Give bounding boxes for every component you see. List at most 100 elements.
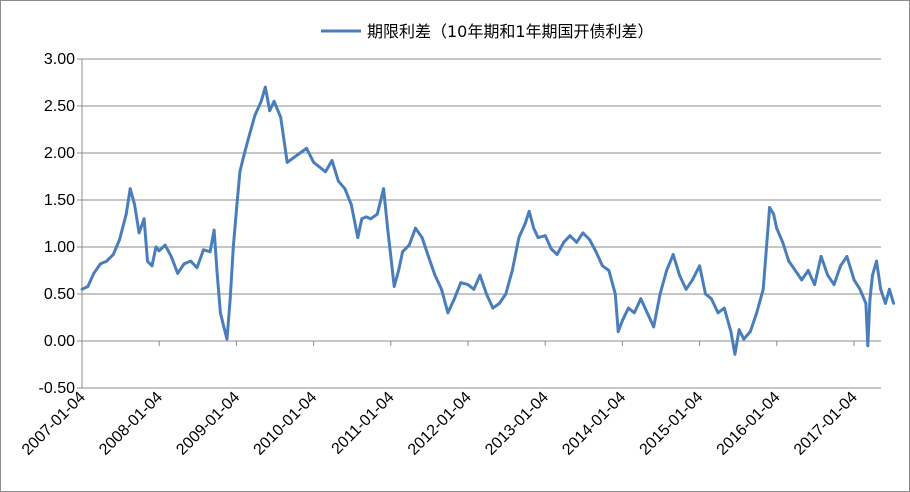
data-point-102 xyxy=(645,311,649,315)
data-point-103 xyxy=(652,325,656,329)
data-point-77 xyxy=(498,302,501,305)
data-point-140 xyxy=(868,297,872,301)
data-point-91 xyxy=(581,231,585,235)
data-point-12 xyxy=(146,259,149,263)
y-tick-label-0: 3.00 xyxy=(44,51,75,68)
series-line xyxy=(81,85,896,356)
data-point-118 xyxy=(742,337,746,341)
data-point-119 xyxy=(748,330,752,333)
data-point-34 xyxy=(246,137,250,141)
y-tick-label-7: -0.50 xyxy=(39,380,76,397)
data-point-21 xyxy=(195,266,199,270)
data-point-92 xyxy=(588,238,591,241)
data-point-39 xyxy=(272,99,276,103)
x-tick-label-3: 2010-01-04 xyxy=(251,389,321,459)
data-point-130 xyxy=(813,283,816,286)
data-point-131 xyxy=(819,255,823,258)
data-point-101 xyxy=(639,297,643,301)
data-point-18 xyxy=(176,271,180,275)
data-point-74 xyxy=(478,273,482,277)
data-point-15 xyxy=(157,249,161,253)
data-point-86 xyxy=(549,247,553,251)
data-point-89 xyxy=(568,234,572,238)
data-point-64 xyxy=(414,226,417,230)
data-point-73 xyxy=(472,287,476,291)
data-point-56 xyxy=(375,212,379,216)
data-point-59 xyxy=(389,255,393,258)
data-point-52 xyxy=(356,236,360,240)
data-point-53 xyxy=(360,217,364,221)
data-point-6 xyxy=(118,238,121,241)
data-point-137 xyxy=(858,287,862,291)
data-point-7 xyxy=(124,212,128,216)
data-point-36 xyxy=(259,99,263,103)
y-tick-label-4: 1.00 xyxy=(44,239,75,256)
data-point-54 xyxy=(364,215,368,219)
x-tick-label-4: 2011-01-04 xyxy=(329,389,398,458)
data-point-51 xyxy=(349,203,353,207)
data-point-143 xyxy=(879,287,883,291)
x-tick-label-2: 2009-01-04 xyxy=(173,389,243,459)
data-point-136 xyxy=(852,278,856,282)
data-point-63 xyxy=(407,243,411,247)
data-point-58 xyxy=(386,226,389,230)
data-point-14 xyxy=(154,245,158,249)
data-point-88 xyxy=(562,240,566,244)
data-point-61 xyxy=(397,269,400,272)
data-point-17 xyxy=(169,255,173,258)
data-point-65 xyxy=(420,236,424,240)
legend: 期限利差（10年期和1年期国开债利差） xyxy=(321,22,654,41)
x-tick-label-7: 2014-01-04 xyxy=(559,389,629,459)
data-point-123 xyxy=(772,212,775,216)
data-point-10 xyxy=(137,231,141,235)
data-point-110 xyxy=(698,264,701,268)
data-point-93 xyxy=(594,250,598,254)
data-point-38 xyxy=(268,109,272,113)
data-point-80 xyxy=(517,236,521,240)
data-point-125 xyxy=(781,240,785,244)
data-point-84 xyxy=(536,236,540,240)
y-tick-label-3: 1.50 xyxy=(44,192,75,209)
data-point-134 xyxy=(839,264,842,268)
data-point-3 xyxy=(99,262,102,266)
data-point-31 xyxy=(235,208,238,211)
data-point-99 xyxy=(627,306,630,310)
data-point-115 xyxy=(729,330,733,333)
data-point-128 xyxy=(800,278,804,282)
data-point-20 xyxy=(189,259,193,263)
data-point-33 xyxy=(241,156,245,160)
y-tick-label-5: 0.50 xyxy=(44,286,75,303)
data-point-9 xyxy=(133,203,137,207)
data-point-78 xyxy=(504,292,508,296)
data-point-42 xyxy=(292,156,295,160)
data-point-60 xyxy=(392,285,396,288)
data-point-105 xyxy=(665,269,668,272)
gridlines xyxy=(82,58,881,389)
data-point-50 xyxy=(343,187,347,191)
data-point-113 xyxy=(716,311,720,315)
data-point-66 xyxy=(427,255,430,258)
data-point-8 xyxy=(128,187,132,191)
data-point-81 xyxy=(523,222,527,225)
data-point-90 xyxy=(575,240,578,244)
data-point-120 xyxy=(755,311,759,315)
data-point-79 xyxy=(510,269,514,272)
data-point-69 xyxy=(446,311,450,315)
data-point-117 xyxy=(737,328,741,332)
data-point-97 xyxy=(616,330,620,333)
data-point-46 xyxy=(318,165,321,169)
data-point-96 xyxy=(613,292,617,296)
data-point-108 xyxy=(684,287,688,291)
data-point-70 xyxy=(453,297,456,301)
y-tick-label-2: 2.00 xyxy=(44,145,75,162)
x-tick-label-8: 2015-01-04 xyxy=(637,389,707,459)
data-point-48 xyxy=(330,159,334,162)
data-point-62 xyxy=(401,250,404,254)
data-point-129 xyxy=(806,269,810,272)
data-point-2 xyxy=(92,271,96,275)
data-point-106 xyxy=(671,253,675,256)
data-point-68 xyxy=(440,287,443,291)
data-point-49 xyxy=(337,179,340,183)
